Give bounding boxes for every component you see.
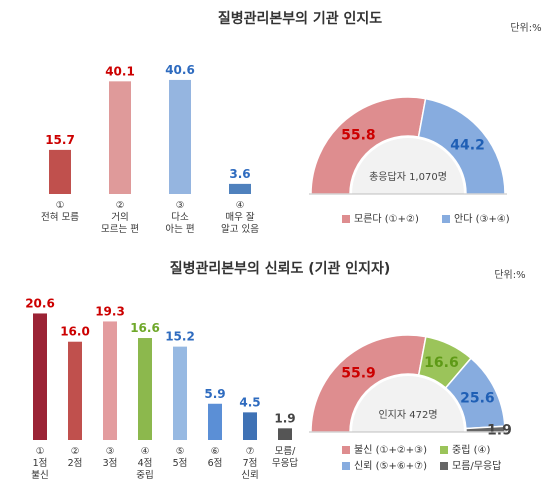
bar	[243, 412, 257, 440]
legend-label: 안다 (③+④)	[454, 213, 510, 225]
bar-value-label: 1.9	[274, 411, 295, 425]
category-label: 4점	[138, 457, 153, 469]
category-label: ①	[36, 446, 45, 457]
category-label: 전혀 모름	[41, 212, 79, 223]
bar	[49, 149, 71, 194]
legend-label: 불신 (①+②+③)	[354, 444, 427, 456]
unit-label-awareness: 단위:%	[510, 21, 541, 34]
bar	[173, 346, 187, 440]
category-label: 거의	[111, 212, 128, 223]
bar-value-label: 19.3	[95, 304, 125, 318]
legend-swatch	[342, 462, 350, 470]
bar	[138, 338, 152, 440]
category-label: 5점	[173, 457, 188, 469]
donut-hub	[352, 138, 464, 194]
bar-value-label: 4.5	[239, 395, 260, 409]
donut-value-label: 55.8	[341, 127, 376, 143]
category-label: 알고 있음	[221, 223, 259, 235]
category-label: 6점	[208, 457, 223, 469]
legend-swatch	[342, 446, 350, 454]
category-label: 다소	[171, 212, 189, 223]
bar	[208, 403, 222, 440]
legend-swatch	[442, 215, 450, 223]
legend-swatch	[342, 215, 350, 223]
category-label: ④	[236, 200, 245, 211]
bar	[33, 313, 47, 440]
donut-value-label: 44.2	[450, 137, 485, 153]
donut-value-label: 55.9	[341, 365, 376, 381]
bar	[109, 81, 131, 194]
bar-value-label: 5.9	[204, 387, 225, 401]
chart-title-trust: 질병관리본부의 신뢰도 (기관 인지자)	[170, 260, 391, 277]
category-label: ⑦	[246, 446, 255, 457]
category-label: 무응답	[272, 457, 298, 469]
category-label: ①	[56, 200, 65, 211]
bar	[103, 321, 117, 440]
bar-value-label: 40.1	[105, 64, 135, 78]
category-label: 7점	[243, 457, 258, 469]
category-label: 모름/	[275, 446, 296, 457]
category-label: 불신	[31, 470, 48, 481]
unit-label-trust: 단위:%	[494, 268, 525, 281]
donut-value-label: 16.6	[424, 355, 459, 371]
bar	[169, 79, 191, 194]
bar-value-label: 15.2	[165, 330, 195, 344]
category-label: ②	[116, 200, 125, 211]
category-label: 신뢰	[241, 470, 258, 481]
legend-label: 신뢰 (⑤+⑥+⑦)	[354, 460, 427, 472]
bar	[68, 341, 82, 440]
category-label: ③	[106, 446, 115, 457]
category-label: 매우 잘	[225, 211, 254, 223]
category-label: 아는 편	[165, 223, 194, 235]
bar-value-label: 40.6	[165, 63, 195, 77]
bar-value-label: 16.0	[60, 325, 90, 339]
donut-value-label: 1.9	[487, 422, 512, 438]
bar	[229, 183, 251, 194]
donut-hub	[352, 376, 464, 432]
bar	[278, 428, 292, 440]
category-label: 중립	[136, 469, 153, 481]
chart-title-awareness: 질병관리본부의 기관 인지도	[218, 10, 382, 27]
category-label: ②	[71, 446, 80, 457]
bar-value-label: 16.6	[130, 321, 160, 335]
legend-swatch	[440, 462, 448, 470]
donut-value-label: 25.6	[460, 390, 495, 406]
bar-value-label: 15.7	[45, 133, 75, 147]
legend-label: 중립 (④)	[452, 443, 490, 456]
category-label: ③	[176, 200, 185, 211]
category-label: ⑥	[211, 446, 220, 457]
category-label: 1점	[33, 457, 48, 469]
category-label: 모르는 편	[101, 223, 139, 235]
legend-label: 모름/무응답	[452, 460, 501, 472]
category-label: 3점	[103, 457, 118, 469]
category-label: 2점	[68, 457, 83, 469]
bar-value-label: 20.6	[25, 296, 55, 310]
legend-label: 모른다 (①+②)	[354, 213, 419, 225]
bar-value-label: 3.6	[229, 167, 250, 181]
donut-center-label: 인지자 472명	[378, 409, 437, 421]
category-label: ④	[141, 446, 150, 457]
category-label: ⑤	[176, 446, 185, 457]
donut-center-label: 총응답자 1,070명	[369, 171, 447, 183]
legend-swatch	[440, 446, 448, 454]
